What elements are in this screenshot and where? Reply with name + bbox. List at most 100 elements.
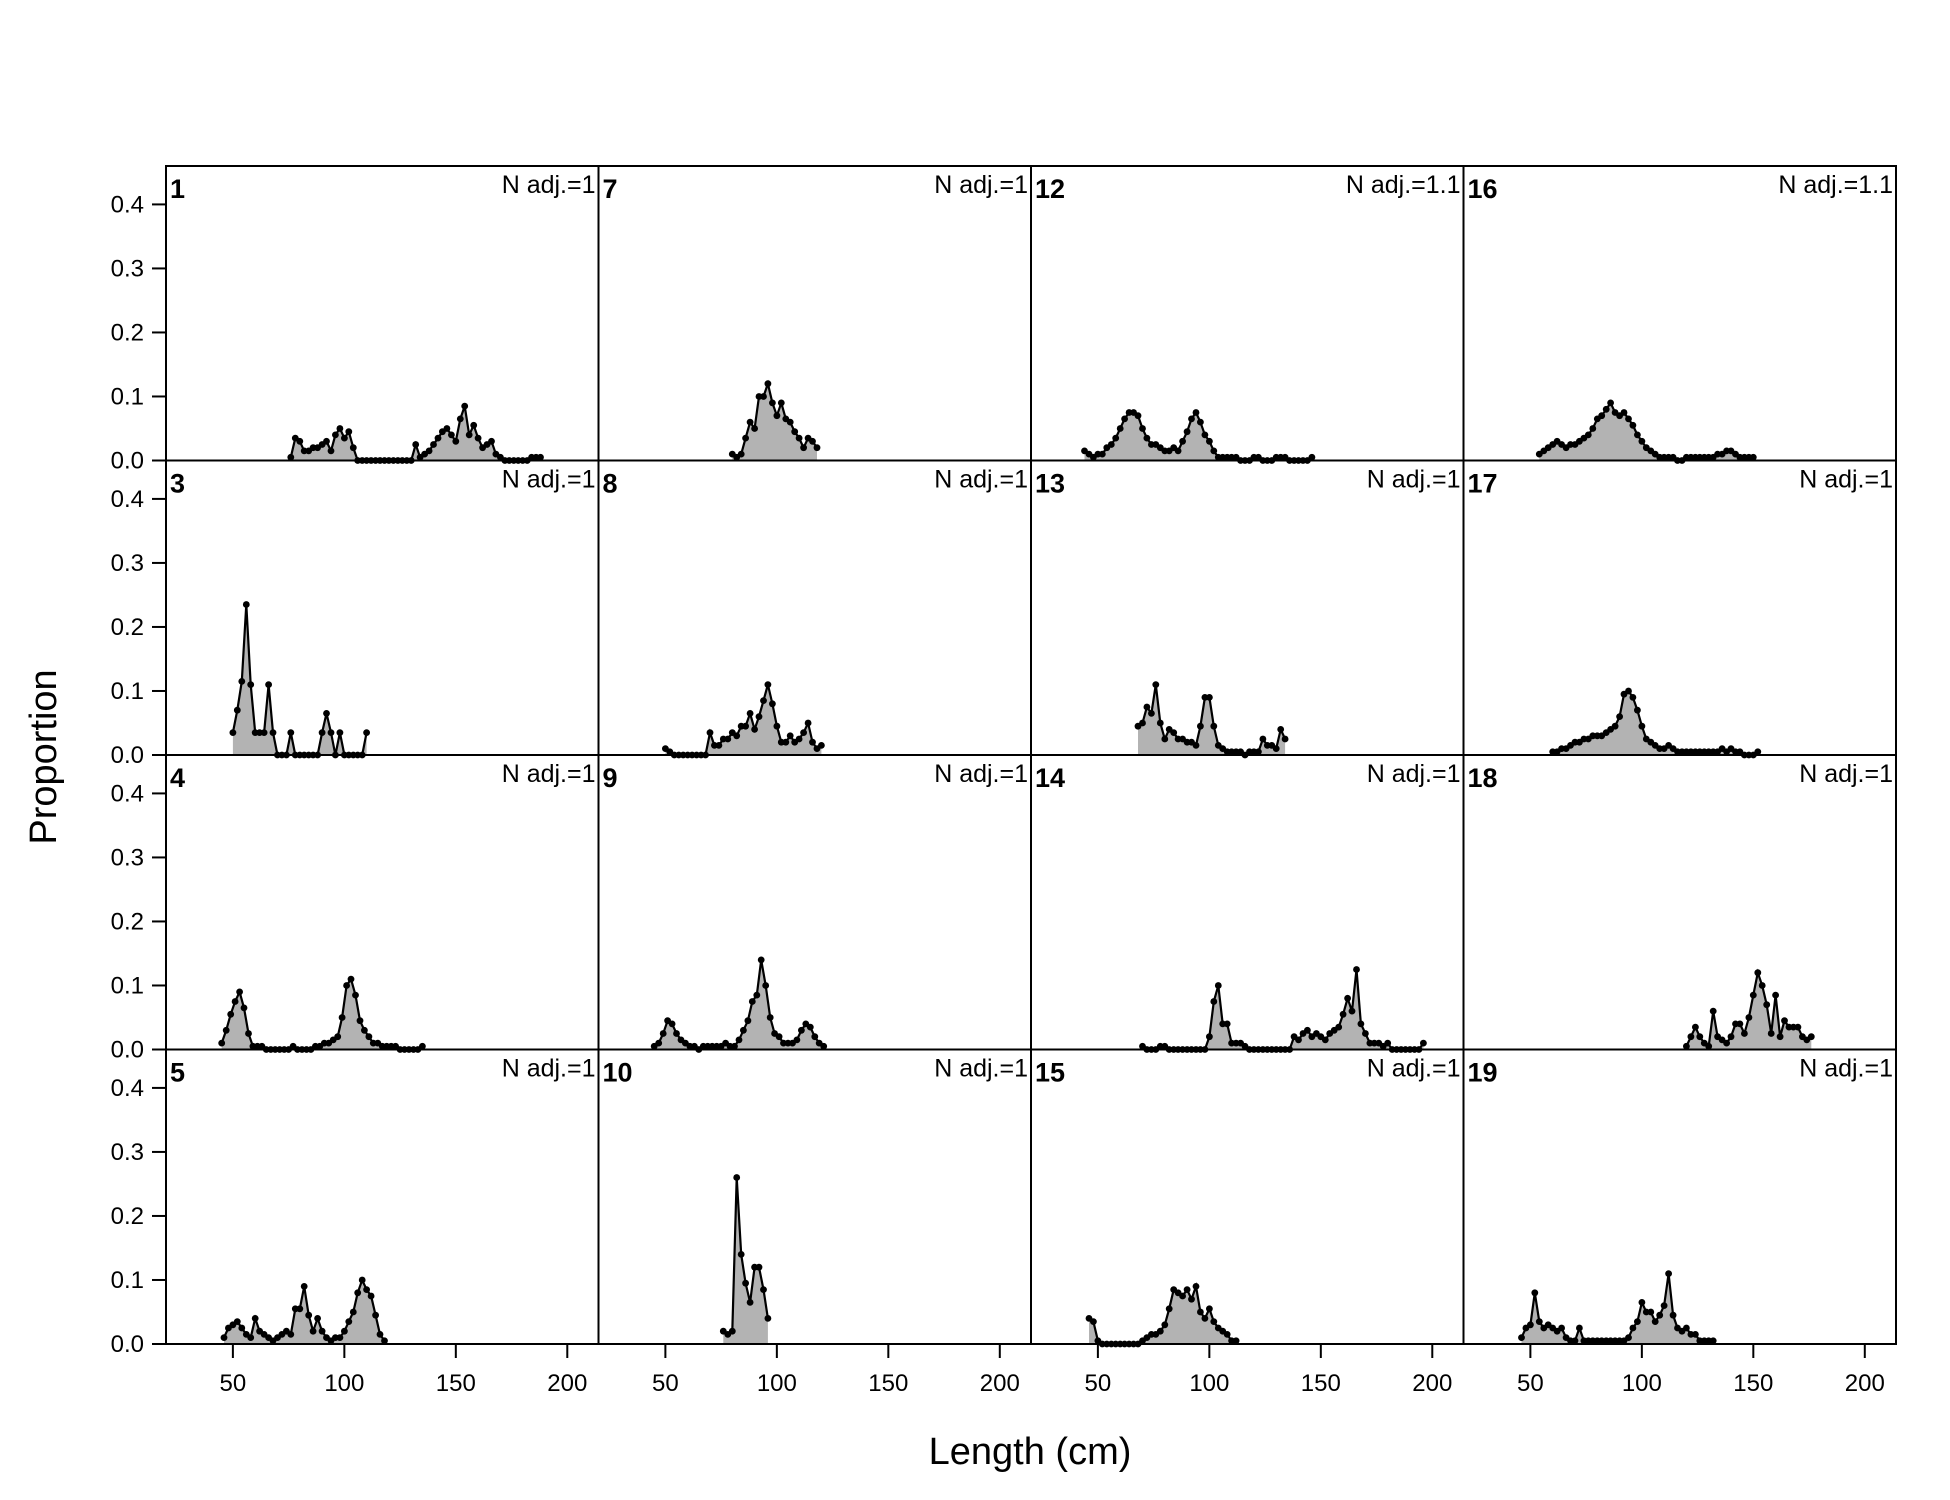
- data-point: [1201, 431, 1209, 439]
- data-point: [1535, 1318, 1543, 1325]
- y-tick-label: 0.1: [111, 678, 144, 705]
- data-point: [448, 431, 455, 439]
- data-point: [1223, 1331, 1231, 1338]
- data-point: [1763, 1001, 1771, 1009]
- area-fill-14: [1142, 969, 1424, 1050]
- data-point: [740, 1026, 747, 1034]
- data-point: [1281, 735, 1289, 743]
- panel-7: 7 N adj.=1: [597, 165, 1032, 462]
- data-point: [1420, 1039, 1427, 1047]
- data-point: [1134, 412, 1142, 420]
- y-tick-label: 0.1: [111, 383, 144, 410]
- data-point: [349, 444, 357, 452]
- data-point: [1139, 425, 1146, 432]
- data-point: [1625, 415, 1632, 423]
- data-point: [367, 1292, 375, 1300]
- data-point: [1170, 729, 1178, 736]
- data-point: [434, 434, 442, 442]
- data-point: [1197, 722, 1204, 730]
- data-point: [1625, 687, 1632, 695]
- data-point: [1107, 441, 1115, 448]
- panel-17: 17 N adj.=1: [1462, 459, 1897, 759]
- data-point: [1660, 1302, 1668, 1309]
- data-point: [731, 1042, 738, 1050]
- data-point: [314, 1315, 321, 1322]
- panel-18: 18 N adj.=1: [1462, 754, 1897, 1051]
- data-point: [240, 1004, 248, 1012]
- n-adj-label: N adj.=1: [934, 1055, 1028, 1083]
- data-point: [1179, 437, 1186, 445]
- n-adj-label: N adj.=1: [502, 466, 596, 494]
- data-point: [760, 393, 767, 400]
- data-point: [242, 601, 250, 608]
- data-point: [1807, 1033, 1815, 1041]
- data-point: [1741, 1030, 1748, 1037]
- area-fill-9: [654, 959, 824, 1050]
- data-point: [345, 428, 353, 436]
- data-point: [381, 1337, 388, 1345]
- data-point: [1629, 1324, 1637, 1332]
- panel-label: 7: [603, 174, 618, 204]
- data-point: [376, 1331, 384, 1338]
- data-point: [1629, 694, 1637, 701]
- data-point: [247, 681, 255, 688]
- data-point: [1206, 694, 1213, 701]
- data-point: [769, 700, 776, 708]
- data-point: [361, 1026, 368, 1034]
- data-point: [1156, 719, 1164, 727]
- data-point: [1736, 1020, 1744, 1028]
- data-point: [1156, 1327, 1164, 1335]
- data-point: [724, 735, 732, 743]
- panel-grid: 1 N adj.=1 0.0 0.1 0.2 0.3 0.4 3 N adj.=1 0.0 0.1 0…: [111, 165, 1897, 1397]
- data-point: [1794, 1023, 1802, 1031]
- data-point: [1183, 1286, 1191, 1293]
- data-point: [1758, 982, 1766, 989]
- data-point: [809, 738, 816, 746]
- data-point: [744, 1017, 752, 1025]
- data-point: [1161, 1321, 1169, 1329]
- area-fill-16: [1539, 402, 1754, 461]
- panel-label: 4: [170, 763, 185, 793]
- area-fill-13: [1138, 684, 1286, 755]
- data-point: [1206, 1305, 1213, 1313]
- data-point: [1161, 735, 1169, 743]
- area-fill-19: [1521, 1273, 1714, 1344]
- data-point: [811, 1033, 819, 1041]
- data-point: [470, 421, 478, 429]
- data-point: [365, 1033, 373, 1041]
- data-point: [287, 729, 295, 736]
- n-adj-label: N adj.=1: [1799, 760, 1893, 788]
- data-point: [791, 428, 799, 436]
- data-point: [1188, 415, 1195, 423]
- data-point: [668, 1020, 676, 1028]
- series-line-13: [1137, 684, 1287, 757]
- data-point: [1558, 1324, 1565, 1332]
- panel-frame: [1030, 754, 1465, 1051]
- data-point: [419, 1042, 426, 1050]
- data-point: [336, 729, 344, 736]
- x-tick-label: 150: [1301, 1370, 1341, 1397]
- data-point: [1206, 1033, 1213, 1041]
- data-point: [764, 1315, 772, 1322]
- data-point: [733, 1174, 741, 1181]
- data-point: [1277, 726, 1285, 733]
- data-point: [336, 425, 344, 432]
- data-point: [1638, 1299, 1646, 1306]
- data-point: [334, 1033, 342, 1041]
- data-point: [227, 1010, 235, 1018]
- data-point: [1353, 966, 1360, 973]
- panel-frame: [597, 459, 1032, 756]
- data-point: [1223, 1020, 1231, 1028]
- data-point: [238, 678, 246, 685]
- panel-frame: [1462, 459, 1897, 756]
- area-fill-18: [1686, 972, 1812, 1050]
- data-point: [1210, 1318, 1218, 1325]
- n-adj-label: N adj.=1: [1367, 466, 1461, 494]
- x-tick-label: 100: [324, 1370, 364, 1397]
- data-point: [1531, 1289, 1539, 1297]
- y-tick-label: 0.4: [111, 486, 144, 513]
- data-point: [1638, 722, 1646, 730]
- data-point: [806, 1023, 814, 1031]
- x-tick-label: 100: [1189, 1370, 1229, 1397]
- data-point: [1683, 1042, 1690, 1050]
